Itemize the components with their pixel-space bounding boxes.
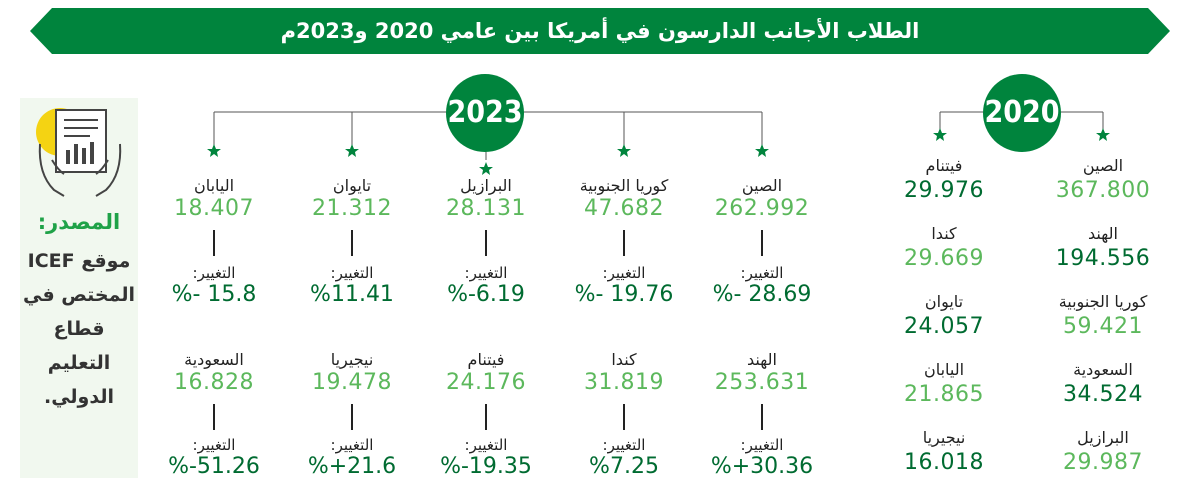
- change-2023-bottom: %-19.35: [440, 454, 532, 479]
- divider-line: [351, 230, 353, 256]
- change-2023-bottom: %+21.6: [307, 454, 397, 479]
- country-2020: كوريا الجنوبية: [1058, 292, 1148, 311]
- source-text: موقع ICEF المختص في قطاع التعليم الدولي.: [22, 250, 136, 408]
- change-2023-top: %- 19.76: [574, 282, 674, 307]
- value-2023-top: 47.682: [584, 196, 664, 221]
- change-label: التغيير:: [192, 436, 236, 454]
- country-2023-bottom: فيتنام: [467, 350, 505, 369]
- change-2023-top: %11.41: [310, 282, 394, 307]
- source-label: المصدر:: [37, 210, 121, 234]
- title-banner-bg: [30, 8, 1170, 54]
- country-2020: تايوان: [924, 292, 964, 311]
- change-label: التغيير:: [192, 264, 236, 282]
- divider-line: [623, 404, 625, 430]
- value-2020: 194.556: [1055, 246, 1151, 271]
- value-2023-bottom: 253.631: [714, 370, 810, 395]
- value-2023-bottom: 16.828: [174, 370, 254, 395]
- divider-line: [623, 230, 625, 256]
- divider-line: [761, 230, 763, 256]
- change-2023-top: %- 15.8: [171, 282, 257, 307]
- country-2020: البرازيل: [1077, 428, 1129, 447]
- page-title: الطلاب الأجانب الدارسون في أمريكا بين عا…: [280, 19, 920, 43]
- value-2020: 24.057: [904, 314, 984, 339]
- title-banner: الطلاب الأجانب الدارسون في أمريكا بين عا…: [30, 8, 1170, 54]
- divider-line: [485, 230, 487, 256]
- country-2023-top: تايوان: [332, 176, 372, 195]
- value-2023-top: 262.992: [714, 196, 810, 221]
- country-2023-top: الصين: [741, 176, 783, 195]
- change-label: التغيير:: [602, 436, 646, 454]
- country-2023-top: كوريا الجنوبية: [579, 176, 669, 195]
- country-2020: فيتنام: [925, 156, 963, 175]
- change-2023-bottom: %+30.36: [710, 454, 814, 479]
- value-2020: 21.865: [904, 382, 984, 407]
- change-label: التغيير:: [602, 264, 646, 282]
- change-label: التغيير:: [464, 436, 508, 454]
- value-2020: 29.987: [1063, 450, 1143, 475]
- value-2020: 29.976: [904, 178, 984, 203]
- value-2023-top: 28.131: [446, 196, 526, 221]
- value-2023-bottom: 31.819: [584, 370, 664, 395]
- change-label: التغيير:: [740, 264, 784, 282]
- change-label: التغيير:: [330, 436, 374, 454]
- country-2020: كندا: [931, 224, 957, 243]
- value-2020: 34.524: [1063, 382, 1143, 407]
- value-2020: 59.421: [1063, 314, 1143, 339]
- change-label: التغيير:: [330, 264, 374, 282]
- country-2023-top: البرازيل: [460, 176, 512, 195]
- divider-line: [761, 404, 763, 430]
- divider-line: [213, 230, 215, 256]
- value-2023-top: 21.312: [312, 196, 392, 221]
- country-2020: الصين: [1082, 156, 1124, 175]
- change-2023-bottom: %7.25: [589, 454, 659, 479]
- change-2023-top: %-6.19: [447, 282, 525, 307]
- year-2020-badge: 2020: [983, 74, 1061, 152]
- country-2020: السعودية: [1073, 360, 1133, 379]
- change-2023-bottom: %-51.26: [168, 454, 260, 479]
- country-2020: نيجيريا: [922, 428, 966, 447]
- change-label: التغيير:: [464, 264, 508, 282]
- value-2023-bottom: 24.176: [446, 370, 526, 395]
- divider-line: [213, 404, 215, 430]
- change-2023-top: %- 28.69: [712, 282, 812, 307]
- country-2023-bottom: كندا: [611, 350, 637, 369]
- country-2020: الهند: [1088, 224, 1118, 243]
- country-2023-bottom: الهند: [747, 350, 777, 369]
- country-2023-bottom: السعودية: [184, 350, 244, 369]
- change-label: التغيير:: [740, 436, 784, 454]
- document-hands-icon: [36, 108, 122, 197]
- value-2020: 16.018: [904, 450, 984, 475]
- value-2023-bottom: 19.478: [312, 370, 392, 395]
- value-2020: 29.669: [904, 246, 984, 271]
- country-2020: اليابان: [923, 360, 965, 379]
- value-2023-top: 18.407: [174, 196, 254, 221]
- divider-line: [351, 404, 353, 430]
- country-2023-bottom: نيجيريا: [330, 350, 374, 369]
- divider-line: [485, 404, 487, 430]
- value-2020: 367.800: [1055, 178, 1151, 203]
- year-2023-badge: 2023: [446, 74, 524, 152]
- country-2023-top: اليابان: [193, 176, 235, 195]
